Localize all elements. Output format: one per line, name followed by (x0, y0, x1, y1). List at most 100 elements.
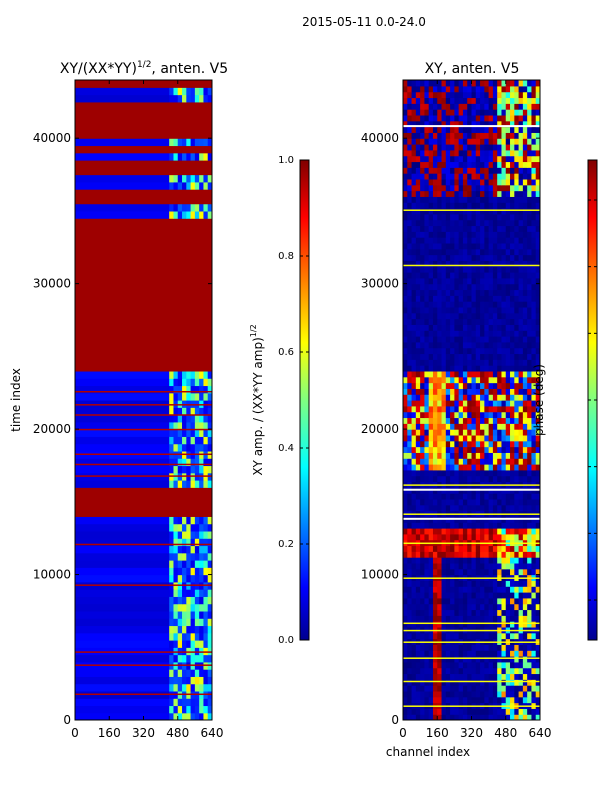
heatmap-cell (475, 365, 481, 372)
heatmap-cell (510, 603, 515, 611)
heatmap-cell (454, 429, 460, 436)
heatmap-cell (424, 434, 430, 442)
heatmap-cell (428, 318, 434, 325)
heatmap-cell (484, 498, 490, 506)
heatmap-cell (475, 528, 481, 535)
heatmap-cell (445, 388, 451, 395)
heatmap-cell (531, 551, 537, 558)
heatmap-cell (445, 161, 451, 168)
heatmap-cell (424, 469, 430, 477)
heatmap-cell (432, 318, 438, 325)
heatmap-cell (424, 114, 430, 122)
heatmap-cell (471, 178, 477, 186)
heatmap-cell (437, 673, 442, 680)
heatmap-cell (441, 493, 447, 500)
heatmap-cell (415, 423, 421, 430)
heatmap-cell (462, 493, 468, 500)
heatmap-cell (531, 586, 537, 593)
heatmap-cell (492, 301, 498, 308)
heatmap-cell (415, 504, 421, 512)
heatmap-cell (535, 376, 540, 384)
heatmap-cell (484, 318, 490, 325)
heatmap-cell (411, 400, 417, 407)
heatmap-cell (458, 237, 464, 244)
heatmap-cell (527, 690, 532, 698)
heatmap-cell (535, 696, 540, 704)
heatmap-cell (510, 708, 515, 715)
heatmap-cell (518, 533, 524, 541)
heatmap-cell (527, 283, 532, 291)
heatmap-cell (415, 394, 421, 401)
heatmap-cell (488, 312, 494, 320)
heatmap-cell (535, 370, 540, 378)
heatmap-cell (488, 260, 494, 267)
heatmap-cell (75, 160, 212, 168)
heatmap-cell (514, 452, 519, 459)
heatmap-cell (505, 260, 511, 267)
amplitude-y-axis-label: time index (9, 368, 23, 432)
heatmap-cell (484, 440, 490, 448)
heatmap-cell (518, 504, 524, 512)
heatmap-cell (497, 155, 502, 163)
heatmap-cell (458, 120, 464, 128)
heatmap-cell (471, 260, 477, 267)
heatmap-cell (454, 685, 460, 692)
heatmap-cell (475, 132, 481, 139)
heatmap-cell (437, 423, 442, 430)
heatmap-cell (454, 498, 460, 506)
heatmap-cell (454, 353, 460, 360)
heatmap-cell (173, 705, 179, 714)
heatmap-cell (182, 480, 187, 488)
heatmap-cell (497, 114, 502, 122)
heatmap-cell (475, 359, 481, 366)
heatmap-cell (514, 696, 519, 704)
heatmap-cell (190, 210, 196, 219)
heatmap-cell (424, 365, 430, 372)
heatmap-cell (190, 574, 196, 583)
heatmap-cell (411, 196, 417, 203)
heatmap-cell (505, 202, 511, 209)
heatmap-cell (458, 464, 464, 471)
heatmap-cell (471, 114, 477, 122)
heatmap-cell (182, 545, 187, 554)
heatmap-cell (420, 685, 425, 692)
heatmap-cell (420, 429, 425, 436)
heatmap-cell (527, 469, 532, 477)
heatmap-cell (505, 213, 511, 221)
heatmap-cell (450, 464, 455, 471)
heatmap-cell (488, 714, 494, 720)
heatmap-cell (531, 533, 537, 541)
heatmap-cell (492, 196, 498, 203)
heatmap-cell (510, 498, 515, 506)
heatmap-cell (527, 615, 532, 622)
heatmap-cell (428, 644, 434, 651)
heatmap-cell (411, 318, 417, 325)
heatmap-cell (454, 254, 460, 261)
heatmap-cell (445, 615, 451, 622)
heatmap-cell (505, 225, 511, 232)
heatmap-cell (173, 560, 179, 568)
heatmap-cell (514, 429, 519, 436)
heatmap-cell (203, 392, 209, 401)
heatmap-cell (535, 522, 540, 529)
heatmap-cell (420, 417, 425, 424)
heatmap-cell (75, 167, 212, 176)
heatmap-cell (458, 295, 464, 302)
heatmap-cell (480, 306, 485, 314)
heatmap-cell (510, 365, 515, 372)
heatmap-cell (203, 538, 209, 547)
heatmap-cell (454, 388, 460, 395)
heatmap-cell (403, 488, 540, 491)
heatmap-cell (450, 301, 455, 308)
heatmap-cell (475, 103, 481, 110)
heatmap-cell (182, 538, 187, 547)
heatmap-cell (475, 440, 481, 448)
heatmap-cell (454, 708, 460, 715)
heatmap-cell (424, 91, 430, 99)
heatmap-cell (420, 277, 425, 285)
heatmap-cell (514, 545, 519, 552)
heatmap-cell (522, 621, 528, 628)
heatmap-cell (467, 80, 472, 87)
heatmap-cell (514, 388, 519, 395)
heatmap-cell (462, 632, 468, 640)
